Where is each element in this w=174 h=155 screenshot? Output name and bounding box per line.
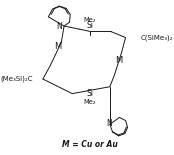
Text: Si: Si — [86, 89, 94, 98]
Text: (Me₃Si)₂C: (Me₃Si)₂C — [1, 76, 33, 82]
Text: M: M — [54, 42, 62, 51]
Text: M: M — [115, 56, 122, 65]
Text: Si: Si — [86, 21, 94, 30]
Text: N: N — [56, 22, 62, 31]
Text: Me₂: Me₂ — [84, 17, 96, 23]
Text: M = Cu or Au: M = Cu or Au — [62, 140, 118, 149]
Text: C(SiMe₃)₂: C(SiMe₃)₂ — [141, 34, 173, 41]
Text: N: N — [106, 119, 112, 128]
Text: Me₂: Me₂ — [84, 99, 96, 105]
